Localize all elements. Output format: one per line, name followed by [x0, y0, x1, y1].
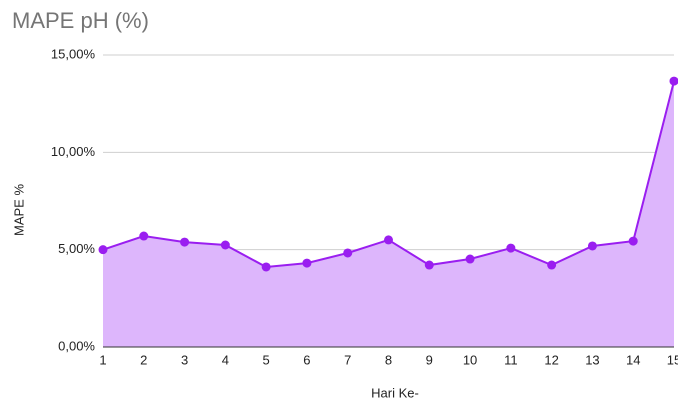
point: [465, 254, 475, 264]
x-tick-label: 7: [344, 352, 351, 367]
x-tick-label: 12: [544, 352, 558, 367]
x-tick-label: 2: [140, 352, 147, 367]
y-tick-label: 15,00%: [51, 46, 96, 61]
point: [547, 260, 557, 270]
x-tick-label: 4: [222, 352, 229, 367]
point: [139, 231, 149, 241]
point: [424, 260, 434, 270]
point: [669, 76, 678, 86]
x-tick-label: 15: [667, 352, 678, 367]
y-tick-label: 10,00%: [51, 144, 96, 159]
point: [628, 236, 638, 246]
x-tick-label: 3: [181, 352, 188, 367]
y-tick-label: 5,00%: [58, 241, 95, 256]
area: [103, 81, 674, 348]
x-tick-label: 6: [303, 352, 310, 367]
x-tick-label: 1: [99, 352, 106, 367]
point: [261, 262, 271, 272]
chart-title: MAPE pH (%): [12, 8, 149, 33]
point: [506, 243, 516, 253]
x-tick-label: 14: [626, 352, 640, 367]
y-axis-label: MAPE %: [11, 184, 26, 236]
point: [302, 258, 312, 268]
x-tick-label: 11: [504, 352, 518, 367]
x-tick-label: 10: [463, 352, 477, 367]
point: [384, 235, 393, 245]
point: [343, 248, 353, 258]
x-tick-label: 8: [385, 352, 392, 367]
x-tick-label: 9: [426, 352, 433, 367]
point: [220, 240, 230, 250]
y-tick-label: 0,00%: [58, 338, 95, 353]
x-tick-label: 13: [585, 352, 599, 367]
point: [98, 245, 108, 255]
point: [180, 237, 190, 247]
x-tick-label: 5: [263, 352, 270, 367]
x-axis-label: Hari Ke-: [371, 385, 419, 400]
point: [587, 241, 597, 251]
